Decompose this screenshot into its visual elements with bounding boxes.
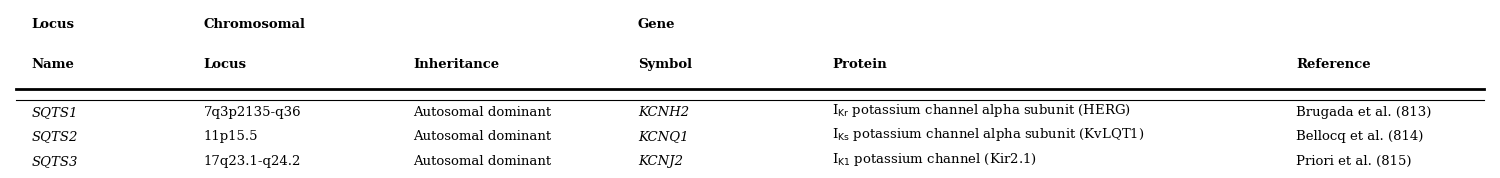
Text: I$_{\rm K1}$ potassium channel (Kir2.1): I$_{\rm K1}$ potassium channel (Kir2.1): [833, 151, 1036, 168]
Text: SQTS3: SQTS3: [32, 155, 78, 168]
Text: I$_{\rm Ks}$ potassium channel alpha subunit (KvLQT1): I$_{\rm Ks}$ potassium channel alpha sub…: [833, 126, 1144, 143]
Text: Reference: Reference: [1296, 59, 1371, 72]
Text: 11p15.5: 11p15.5: [204, 130, 258, 143]
Text: KCNH2: KCNH2: [638, 106, 688, 119]
Text: 7q3p2135-q36: 7q3p2135-q36: [204, 106, 302, 119]
Text: Brugada et al. (813): Brugada et al. (813): [1296, 106, 1432, 119]
Text: Bellocq et al. (814): Bellocq et al. (814): [1296, 130, 1424, 143]
Text: KCNQ1: KCNQ1: [638, 130, 688, 143]
Text: SQTS1: SQTS1: [32, 106, 78, 119]
Text: Autosomal dominant: Autosomal dominant: [413, 130, 552, 143]
Text: Locus: Locus: [32, 18, 75, 31]
Text: Autosomal dominant: Autosomal dominant: [413, 155, 552, 168]
Text: Priori et al. (815): Priori et al. (815): [1296, 155, 1412, 168]
Text: 17q23.1-q24.2: 17q23.1-q24.2: [204, 155, 302, 168]
Text: Chromosomal: Chromosomal: [204, 18, 306, 31]
Text: Inheritance: Inheritance: [413, 59, 500, 72]
Text: SQTS2: SQTS2: [32, 130, 78, 143]
Text: Locus: Locus: [204, 59, 246, 72]
Text: Gene: Gene: [638, 18, 675, 31]
Text: KCNJ2: KCNJ2: [638, 155, 682, 168]
Text: Autosomal dominant: Autosomal dominant: [413, 106, 552, 119]
Text: Symbol: Symbol: [638, 59, 692, 72]
Text: Protein: Protein: [833, 59, 886, 72]
Text: Name: Name: [32, 59, 74, 72]
Text: I$_{\rm Kr}$ potassium channel alpha subunit (HERG): I$_{\rm Kr}$ potassium channel alpha sub…: [833, 102, 1131, 119]
